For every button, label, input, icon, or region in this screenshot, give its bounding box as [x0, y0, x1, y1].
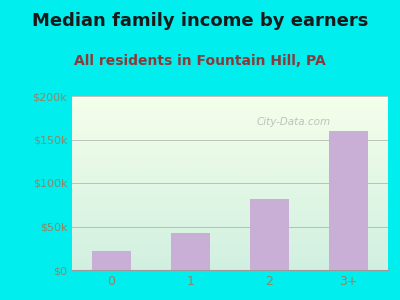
- Bar: [329, 131, 368, 270]
- Text: Median family income by earners: Median family income by earners: [32, 12, 368, 30]
- Text: All residents in Fountain Hill, PA: All residents in Fountain Hill, PA: [74, 54, 326, 68]
- Bar: [250, 199, 289, 270]
- Text: City-Data.com: City-Data.com: [256, 117, 330, 127]
- Bar: [92, 251, 131, 270]
- Bar: [171, 233, 210, 270]
